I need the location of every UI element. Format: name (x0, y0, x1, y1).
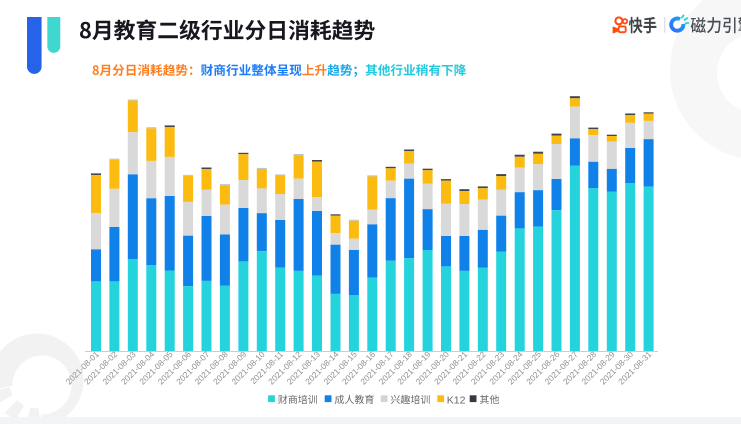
svg-text:K12: K12 (447, 395, 466, 407)
